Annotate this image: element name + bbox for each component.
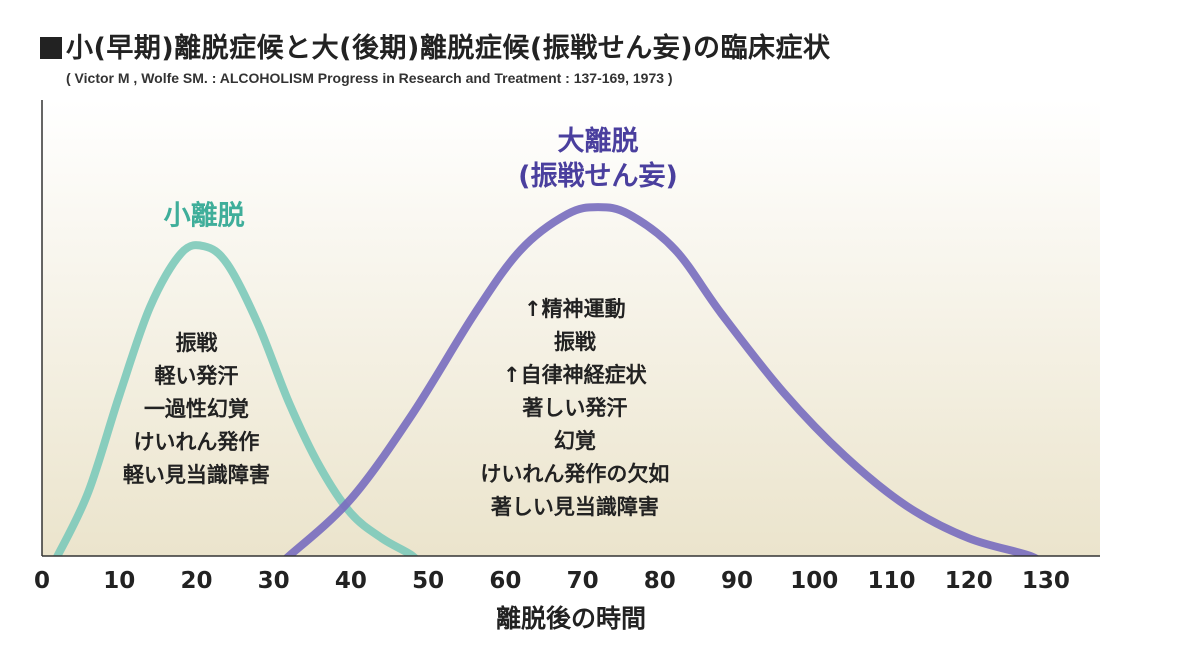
symptom-major: 幻覚 bbox=[554, 429, 596, 453]
x-tick-label: 40 bbox=[335, 568, 367, 594]
symptom-minor: 振戦 bbox=[175, 331, 217, 355]
x-axis-label: 離脱後の時間 bbox=[496, 604, 646, 633]
x-tick-label: 120 bbox=[945, 568, 993, 594]
symptom-major: ↑自律神経症状 bbox=[503, 363, 648, 387]
chart-title-text: 小(早期)離脱症候と大(後期)離脱症候(振戦せん妄)の臨床症状 bbox=[66, 33, 831, 64]
x-tick-label: 130 bbox=[1022, 568, 1070, 594]
symptom-minor: 軽い見当識障害 bbox=[123, 463, 270, 487]
chart-title: 小(早期)離脱症候と大(後期)離脱症候(振戦せん妄)の臨床症状 bbox=[40, 26, 831, 65]
symptom-minor: けいれん発作 bbox=[133, 430, 259, 454]
series-line-minor bbox=[52, 241, 419, 556]
square-bullet-icon bbox=[40, 37, 62, 59]
x-tick-label: 100 bbox=[790, 568, 838, 594]
x-tick-label: 80 bbox=[644, 568, 676, 594]
x-tick-label: 60 bbox=[489, 568, 521, 594]
symptom-major: 著しい発汗 bbox=[522, 396, 627, 420]
plot-background bbox=[42, 100, 1100, 556]
x-tick-label: 20 bbox=[180, 568, 212, 594]
x-tick-label: 110 bbox=[867, 568, 915, 594]
x-tick-label: 50 bbox=[412, 568, 444, 594]
series-name-minor: 小離脱 bbox=[164, 199, 245, 231]
symptom-major: 著しい見当識障害 bbox=[491, 495, 659, 519]
x-tick-label: 70 bbox=[567, 568, 599, 594]
series-line-major bbox=[283, 203, 1040, 556]
symptom-major: けいれん発作の欠如 bbox=[480, 462, 669, 486]
symptom-major: ↑精神運動 bbox=[524, 297, 626, 321]
x-tick-label: 0 bbox=[34, 568, 50, 594]
x-tick-label: 10 bbox=[103, 568, 135, 594]
x-tick-label: 30 bbox=[258, 568, 290, 594]
symptom-minor: 軽い発汗 bbox=[154, 364, 238, 388]
symptom-major: 振戦 bbox=[554, 330, 596, 354]
x-tick-label: 90 bbox=[721, 568, 753, 594]
chart-citation: ( Victor M , Wolfe SM. : ALCOHOLISM Prog… bbox=[66, 70, 673, 86]
series-name-major: 大離脱(振戦せん妄) bbox=[518, 125, 678, 192]
symptom-minor: 一過性幻覚 bbox=[144, 397, 249, 421]
